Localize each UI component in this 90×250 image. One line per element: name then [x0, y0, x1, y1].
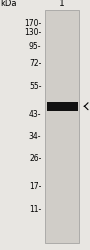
Text: 95-: 95-	[29, 42, 41, 51]
Text: 170-: 170-	[24, 19, 41, 28]
Text: 34-: 34-	[29, 132, 41, 141]
Text: 130-: 130-	[24, 28, 41, 37]
Text: 43-: 43-	[29, 110, 41, 119]
Bar	[45, 10, 79, 242]
Bar	[47, 102, 78, 111]
Text: 26-: 26-	[29, 154, 41, 163]
Text: 55-: 55-	[29, 82, 41, 91]
Text: 17-: 17-	[29, 182, 41, 191]
Text: 1: 1	[59, 0, 65, 8]
Text: 11-: 11-	[29, 206, 41, 214]
Text: kDa: kDa	[1, 0, 17, 8]
Text: 72-: 72-	[29, 58, 41, 68]
